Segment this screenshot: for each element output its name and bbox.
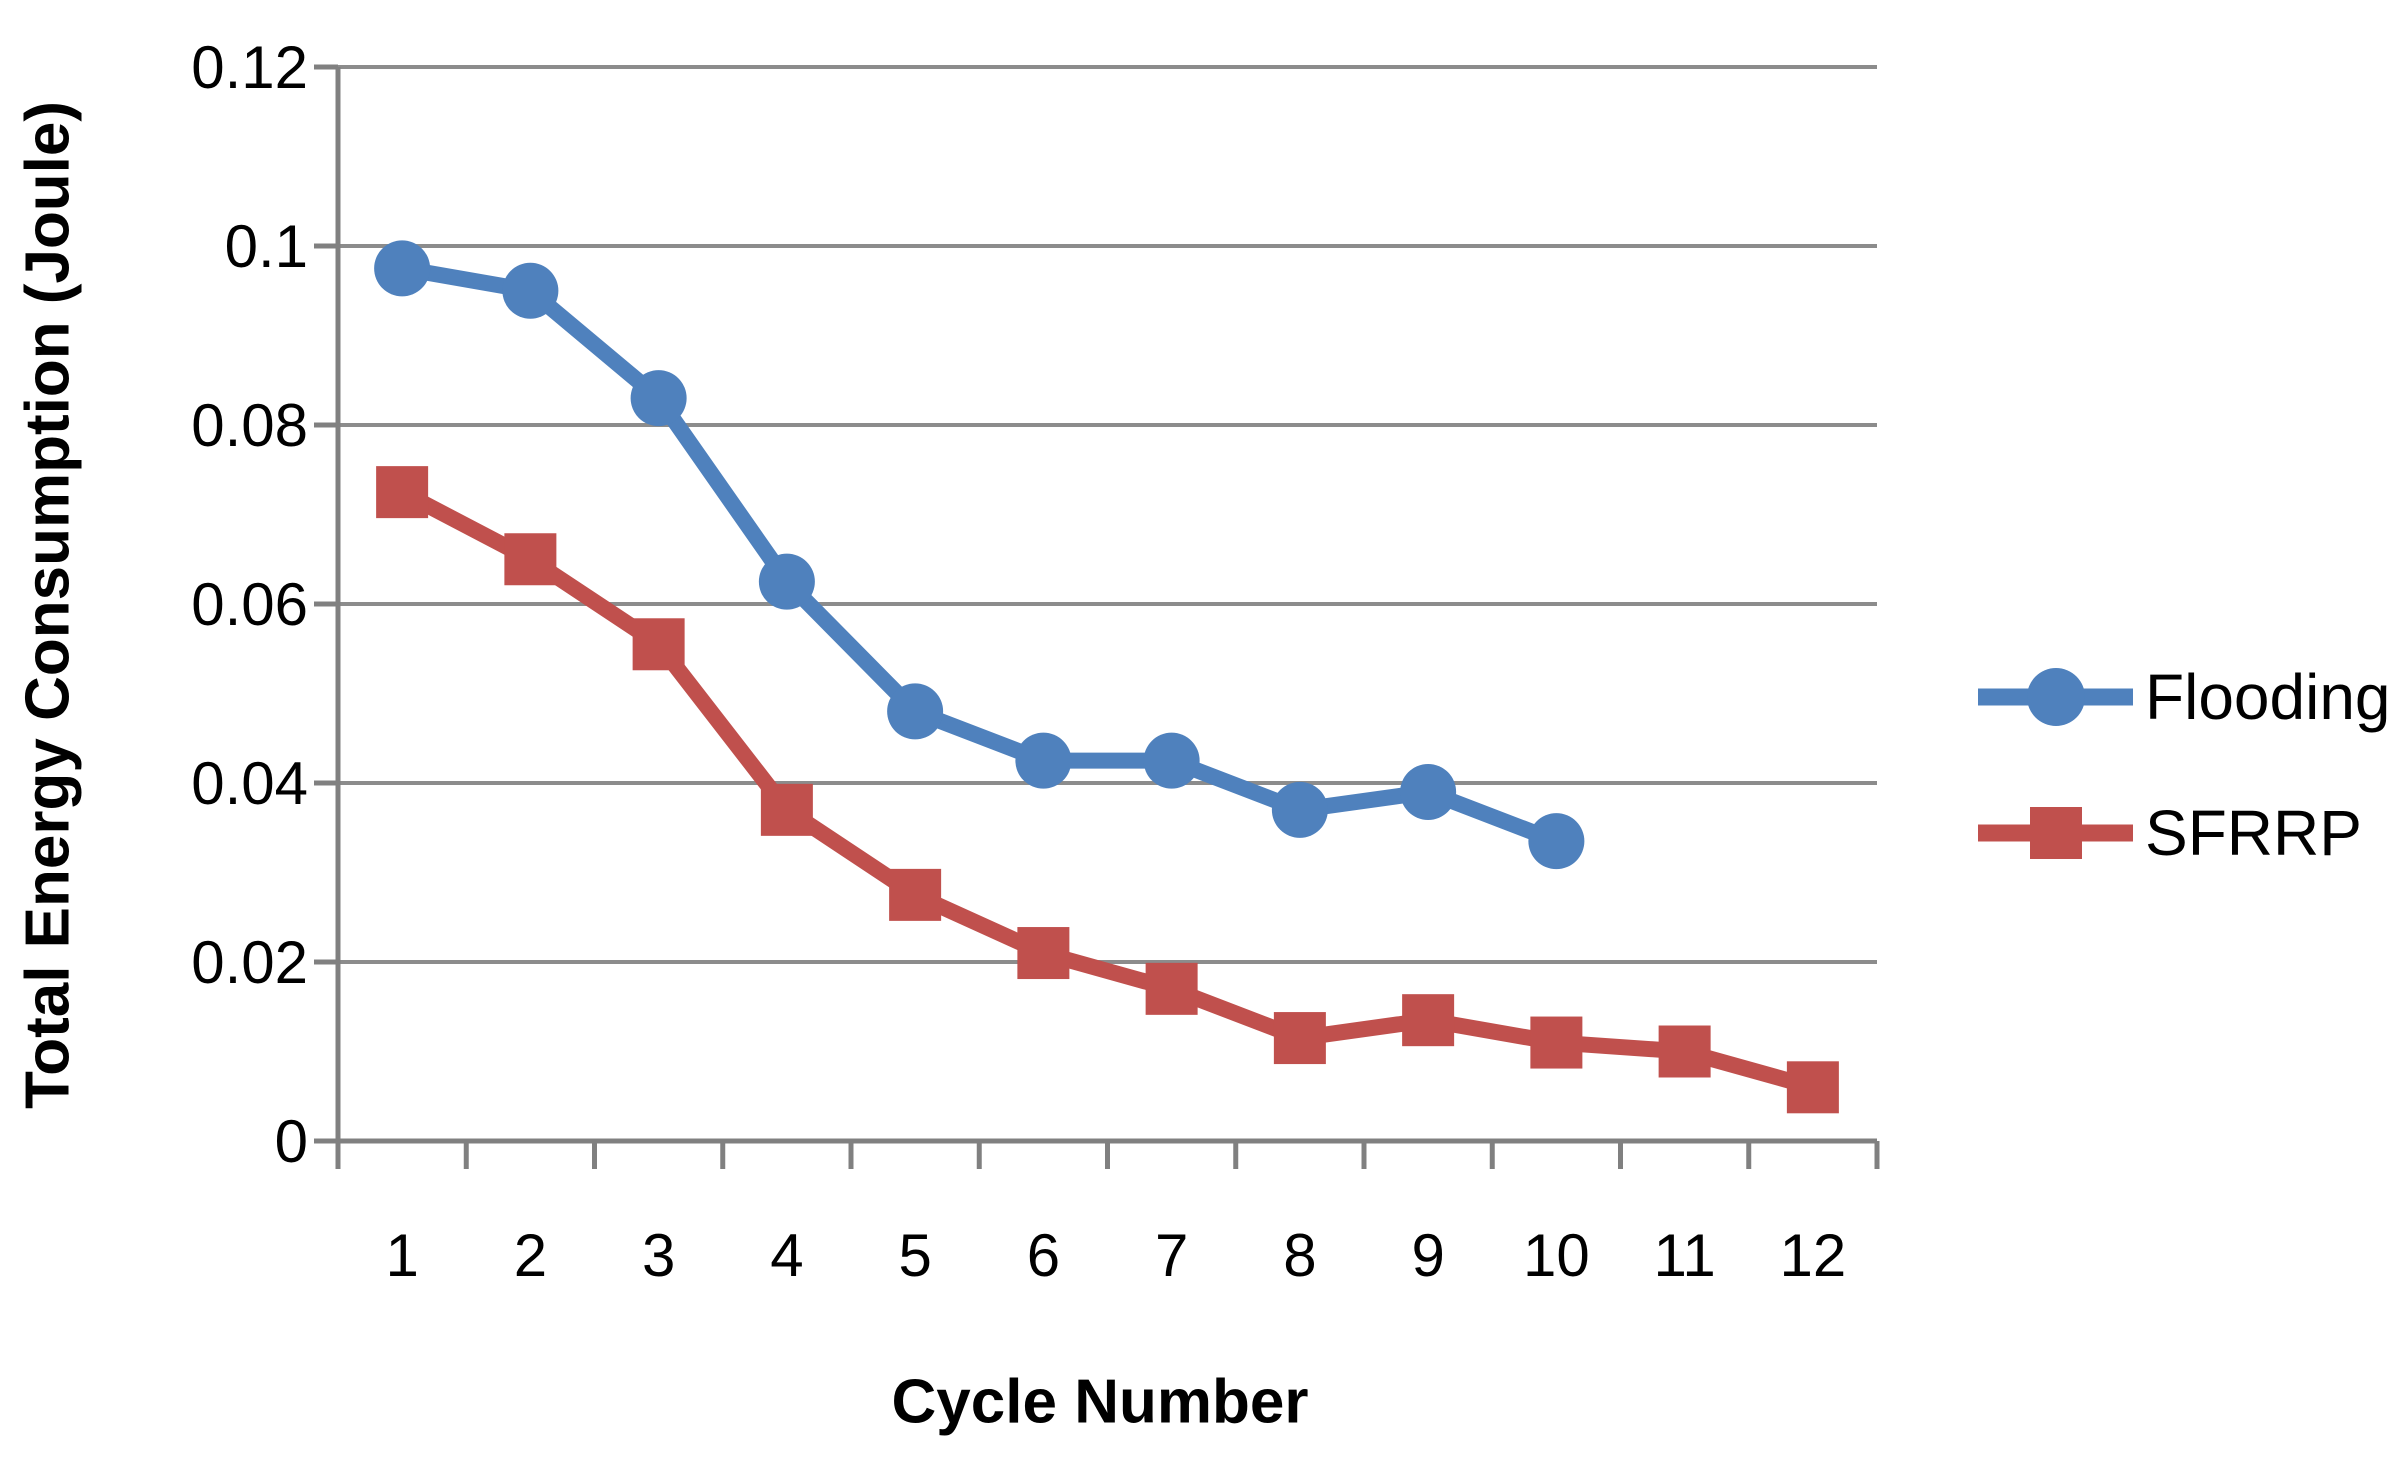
y-axis-title: Total Energy Consumption (Joule) [13,100,83,1110]
x-tick-label-2: 2 [514,1222,547,1289]
x-tick-label-3: 3 [642,1222,675,1289]
y-tick-label-0.1: 0.1 [225,213,308,280]
data-point-sfrrp-12 [1786,1061,1839,1114]
data-point-flooding-7 [1143,732,1200,789]
x-tick-label-6: 6 [1027,1222,1060,1289]
series-line-flooding [394,260,1565,850]
data-point-sfrrp-7 [1145,962,1198,1015]
x-axis-title: Cycle Number [891,1367,1309,1437]
data-point-sfrrp-5 [889,868,942,921]
data-point-flooding-1 [374,240,431,297]
y-tick-label-0.08: 0.08 [191,392,308,459]
data-point-flooding-9 [1400,763,1457,820]
x-tick-label-5: 5 [898,1222,931,1289]
legend-item-flooding: Flooding [1978,640,2398,754]
x-tick-label-1: 1 [385,1222,418,1289]
data-point-sfrrp-2 [504,533,557,586]
data-point-sfrrp-6 [1017,927,1070,980]
legend-label-flooding: Flooding [2145,661,2391,733]
x-tick-label-11: 11 [1653,1222,1715,1289]
series-line-sfrrp [394,484,1821,1096]
data-point-sfrrp-1 [376,466,429,519]
data-point-sfrrp-3 [632,618,685,671]
legend-label-sfrrp: SFRRP [2145,797,2362,869]
y-tick-label-0.04: 0.04 [191,750,308,817]
x-tick-label-7: 7 [1155,1222,1188,1289]
data-point-sfrrp-10 [1530,1016,1583,1069]
data-point-sfrrp-8 [1273,1012,1326,1065]
data-point-flooding-4 [758,553,815,610]
x-tick-label-10: 10 [1523,1222,1590,1289]
flooding-line-circle-marker-icon [1978,640,2133,754]
data-point-flooding-2 [502,262,559,319]
sfrrp-line-square-marker-icon [1978,776,2133,890]
data-point-sfrrp-9 [1402,994,1455,1047]
y-tick-label-0: 0 [275,1108,308,1175]
y-tick-label-0.06: 0.06 [191,571,308,638]
data-point-flooding-10 [1528,813,1585,870]
data-point-flooding-5 [887,683,944,740]
y-tick-label-0.12: 0.12 [191,34,308,101]
x-tick-label-9: 9 [1411,1222,1444,1289]
data-point-sfrrp-4 [760,783,813,836]
x-tick-label-8: 8 [1283,1222,1316,1289]
y-tick-label-0.02: 0.02 [191,929,308,996]
data-point-flooding-3 [630,370,687,427]
legend-item-sfrrp: SFRRP [1978,776,2398,890]
data-point-sfrrp-11 [1658,1025,1711,1078]
x-tick-label-12: 12 [1780,1222,1847,1289]
x-tick-label-4: 4 [770,1222,803,1289]
data-point-flooding-6 [1015,732,1072,789]
data-point-flooding-8 [1271,781,1328,838]
